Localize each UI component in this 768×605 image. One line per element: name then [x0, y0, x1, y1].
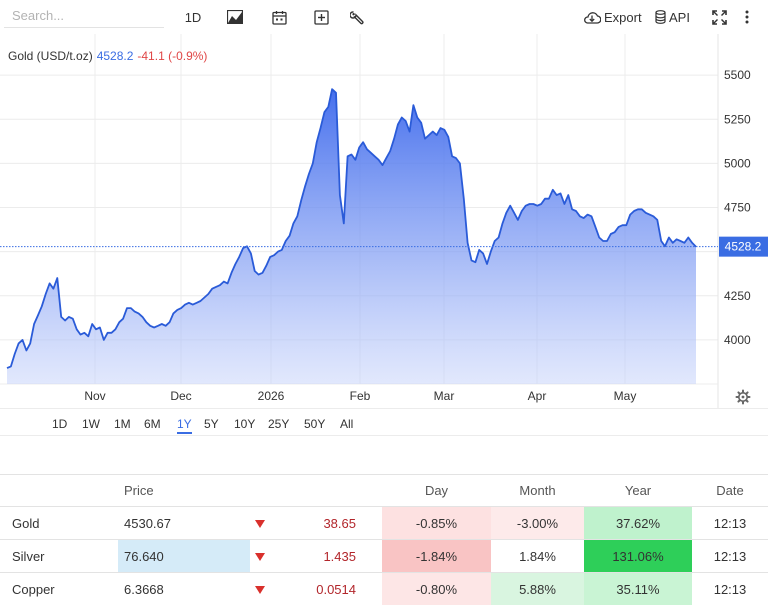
row-date: 12:13	[692, 506, 768, 540]
row-name[interactable]: Silver	[0, 539, 118, 573]
compare-add-button[interactable]	[312, 6, 330, 28]
row-name[interactable]: Copper	[0, 572, 118, 605]
range-tab-25y[interactable]: 25Y	[268, 417, 290, 431]
cloud-download-icon	[583, 11, 601, 24]
chart-type-icon	[227, 10, 243, 24]
interval-label: 1D	[184, 9, 202, 25]
chart-toolbar: 1D Export API	[0, 0, 768, 34]
y-tick-label: 5000	[724, 156, 751, 170]
y-tick-label: 5250	[724, 112, 751, 126]
row-arrow	[250, 539, 270, 573]
row-price: 4530.67	[118, 506, 250, 540]
row-month: 1.84%	[491, 539, 584, 573]
export-label: Export	[604, 9, 642, 25]
price-area-fill	[7, 89, 696, 384]
row-name[interactable]: Gold	[0, 506, 118, 540]
price-change: -41.1 (-0.9%)	[137, 49, 208, 63]
range-tab-1m[interactable]: 1M	[114, 417, 131, 431]
table-row[interactable]: Gold 4530.67 38.65 -0.85% -3.00% 37.62% 12:13	[0, 506, 768, 540]
header-arrow	[250, 474, 270, 507]
header-price[interactable]: Price	[118, 474, 250, 507]
quotes-table: Price Day Month Year Date Gold 4530.67 38.…	[0, 474, 768, 605]
api-button[interactable]: API	[655, 6, 691, 28]
header-date[interactable]: Date	[692, 474, 768, 507]
instrument-name: Gold (USD/t.oz)	[8, 49, 93, 63]
x-tick-label: Dec	[170, 389, 191, 403]
row-day: -0.80%	[382, 572, 491, 605]
down-arrow-icon	[255, 519, 265, 528]
x-tick-label: Feb	[350, 389, 371, 403]
range-tab-1d[interactable]: 1D	[52, 417, 68, 431]
x-tick-label: Mar	[434, 389, 455, 403]
down-arrow-icon	[255, 552, 265, 561]
range-selector: 1D 1W 1M 6M 1Y 5Y 10Y 25Y 50Y All	[0, 408, 768, 436]
interval-button[interactable]: 1D	[183, 6, 203, 28]
row-month: -3.00%	[491, 506, 584, 540]
more-vert-icon	[745, 10, 749, 24]
last-price-tag-label: 4528.2	[725, 240, 762, 254]
row-price: 6.3668	[118, 572, 250, 605]
header-month[interactable]: Month	[491, 474, 584, 507]
row-arrow	[250, 572, 270, 605]
table-row[interactable]: Silver 76.640 1.435 -1.84% 1.84% 131.06% 12:13	[0, 539, 768, 573]
database-icon	[655, 10, 666, 24]
chart-settings-gear-icon[interactable]	[735, 389, 751, 405]
calendar-button[interactable]	[270, 6, 288, 28]
range-tab-6m[interactable]: 6M	[144, 417, 161, 431]
compare-add-icon	[313, 9, 329, 25]
header-change	[270, 474, 382, 507]
chart-type-button[interactable]	[226, 6, 244, 28]
search-input[interactable]	[4, 4, 164, 28]
wrench-icon	[349, 10, 365, 25]
table-header-row: Price Day Month Year Date	[0, 474, 768, 507]
row-year: 35.11%	[584, 572, 692, 605]
x-tick-label: 2026	[258, 389, 285, 403]
y-tick-label: 4250	[724, 289, 751, 303]
settings-wrench-button[interactable]	[348, 6, 366, 28]
y-tick-label: 4750	[724, 201, 751, 215]
range-tab-1w[interactable]: 1W	[82, 417, 100, 431]
range-tab-10y[interactable]: 10Y	[234, 417, 256, 431]
range-tab-50y[interactable]: 50Y	[304, 417, 326, 431]
calendar-icon	[271, 10, 287, 25]
more-menu-button[interactable]	[740, 6, 754, 28]
row-change: 38.65	[270, 506, 382, 540]
row-change: 0.0514	[270, 572, 382, 605]
y-tick-label: 4000	[724, 333, 751, 347]
last-price: 4528.2	[96, 49, 134, 63]
fullscreen-button[interactable]	[710, 6, 728, 28]
export-button[interactable]: Export	[583, 6, 642, 28]
down-arrow-icon	[255, 585, 265, 594]
row-date: 12:13	[692, 572, 768, 605]
row-price: 76.640	[118, 539, 250, 573]
price-line	[6, 88, 697, 369]
row-day: -0.85%	[382, 506, 491, 540]
last-price-tag	[719, 236, 768, 257]
row-arrow	[250, 506, 270, 540]
x-tick-label: Apr	[528, 389, 547, 403]
y-tick-label: 5500	[724, 68, 751, 82]
table-row[interactable]: Copper 6.3668 0.0514 -0.80% 5.88% 35.11% 12:13	[0, 572, 768, 605]
x-tick-label: May	[614, 389, 637, 403]
row-day: -1.84%	[382, 539, 491, 573]
chart-legend: Gold (USD/t.oz) 4528.2 -41.1 (-0.9%)	[8, 49, 207, 63]
price-chart[interactable]: 5500525050004750450042504000NovDec2026Fe…	[0, 34, 768, 408]
row-date: 12:13	[692, 539, 768, 573]
range-tab-1y[interactable]: 1Y	[177, 417, 192, 434]
header-year[interactable]: Year	[584, 474, 692, 507]
header-day[interactable]: Day	[382, 474, 491, 507]
row-month: 5.88%	[491, 572, 584, 605]
row-year: 131.06%	[584, 539, 692, 573]
row-change: 1.435	[270, 539, 382, 573]
fullscreen-icon	[711, 9, 727, 25]
row-year: 37.62%	[584, 506, 692, 540]
range-tab-5y[interactable]: 5Y	[204, 417, 219, 431]
x-tick-label: Nov	[84, 389, 105, 403]
api-label: API	[669, 9, 690, 25]
header-name	[0, 474, 118, 507]
range-tab-all[interactable]: All	[340, 417, 354, 431]
